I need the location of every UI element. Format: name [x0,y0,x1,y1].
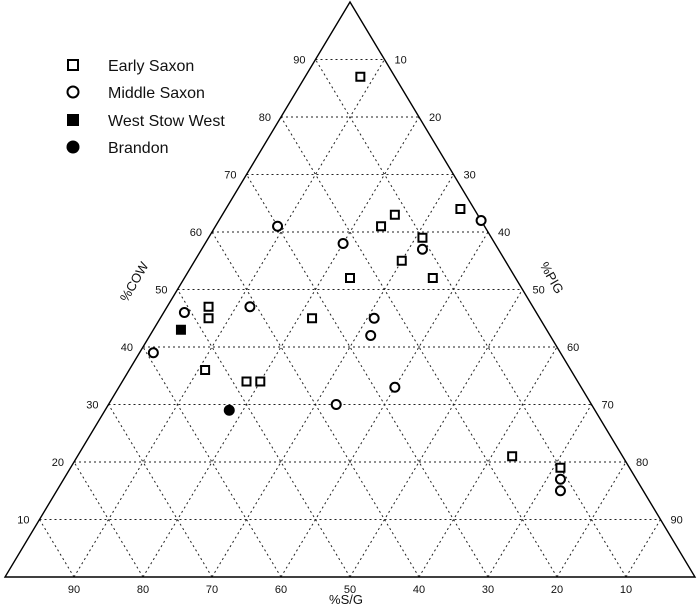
tick-label-cow: 20 [52,457,64,469]
legend-item-brandon: Brandon [66,140,169,157]
tick-label-sg: 20 [551,584,563,596]
tick-label-sg: 10 [620,584,632,596]
point-middle-saxon [330,399,342,410]
point-middle-saxon [337,238,349,249]
triangle-frame [3,0,697,578]
grid-line [108,404,213,578]
point-early-saxon [203,301,214,312]
point-middle-saxon [554,485,566,497]
legend-label-brandon: Brandon [108,140,169,157]
point-early-saxon [396,255,407,266]
grid-line [211,174,454,578]
grid-line [211,231,420,578]
legend-label-west-stow-west: West Stow West [108,113,225,130]
axis-title-cow: %COW [117,259,152,305]
tick-label-cow: 40 [121,342,133,354]
tick-label-cow: 80 [259,112,271,124]
grid-line [487,404,592,578]
axis-title-sg: %S/G [329,592,363,607]
tick-label-pig: 30 [464,170,476,182]
point-middle-saxon [389,381,401,393]
point-early-saxon [417,232,428,243]
point-middle-saxon [365,330,377,341]
tick-label-cow: 60 [190,227,202,239]
legend-item-west-stow-west: West Stow West [67,113,225,130]
legend-label-early-saxon: Early Saxon [108,58,194,75]
tick-label-sg: 30 [482,584,494,596]
point-middle-saxon [368,312,380,324]
tick-label-sg: 70 [206,584,218,596]
point-early-saxon [555,462,566,473]
legend-label-middle-saxon: Middle Saxon [108,85,205,102]
point-early-saxon [389,209,400,220]
point-early-saxon [376,221,387,232]
legend-marker-filled-square [67,114,79,126]
legend: Early Saxon Middle Saxon West Stow West … [66,58,225,157]
grid-line [556,461,627,578]
tick-label-cow: 30 [86,400,98,412]
point-early-saxon [355,71,366,82]
tick-label-sg: 60 [275,584,287,596]
grid-line [625,519,661,578]
legend-item-early-saxon: Early Saxon [67,58,194,75]
tick-label-sg: 80 [137,584,149,596]
point-middle-saxon [178,307,190,318]
legend-marker-open-circle [66,85,80,99]
point-middle-saxon [554,473,566,485]
legend-marker-filled-circle [66,140,80,154]
grid-line [349,289,523,578]
legend-item-middle-saxon: Middle Saxon [66,85,205,102]
tick-label-pig: 10 [395,55,407,67]
tick-label-pig: 40 [498,227,510,239]
tick-label-cow: 90 [293,55,305,67]
tick-label-sg: 40 [413,584,425,596]
point-middle-saxon [244,301,256,313]
tick-label-pig: 70 [602,400,614,412]
point-brandon [223,404,235,416]
grid-line [73,59,385,578]
tick-label-cow: 70 [224,170,236,182]
tick-label-cow: 10 [17,515,29,527]
tick-label-pig: 50 [533,285,545,297]
grid-line [177,289,351,578]
point-early-saxon [241,376,252,387]
point-early-saxon [345,273,355,283]
tick-label-sg: 90 [68,584,80,596]
tick-label-pig: 80 [636,457,648,469]
point-early-saxon [455,204,466,214]
point-early-saxon [427,273,438,283]
tick-label-pig: 90 [671,515,683,527]
point-early-saxon [203,313,214,324]
tick-label-sg: 50 [344,584,356,596]
point-early-saxon [307,313,318,324]
point-middle-saxon [416,243,428,255]
point-early-saxon [507,451,518,462]
point-west-stow-west [175,324,186,335]
data-points [147,71,566,497]
point-middle-saxon [272,220,284,232]
tick-label-pig: 20 [429,112,441,124]
tick-label-cow: 50 [155,285,167,297]
tick-labels: 10 20 30 40 50 60 70 80 90 10 20 30 40 50 60 70 80 90 90 80… [17,55,683,597]
grid-line [246,174,489,578]
grid-line [39,519,75,578]
point-early-saxon [255,376,266,387]
legend-marker-open-square [67,59,79,71]
grid-line [73,461,144,578]
point-middle-saxon [475,215,487,226]
tick-label-pig: 60 [567,342,579,354]
point-middle-saxon [147,347,159,359]
point-early-saxon [200,365,211,375]
grid-lines [39,59,661,578]
grid-line [315,59,627,578]
